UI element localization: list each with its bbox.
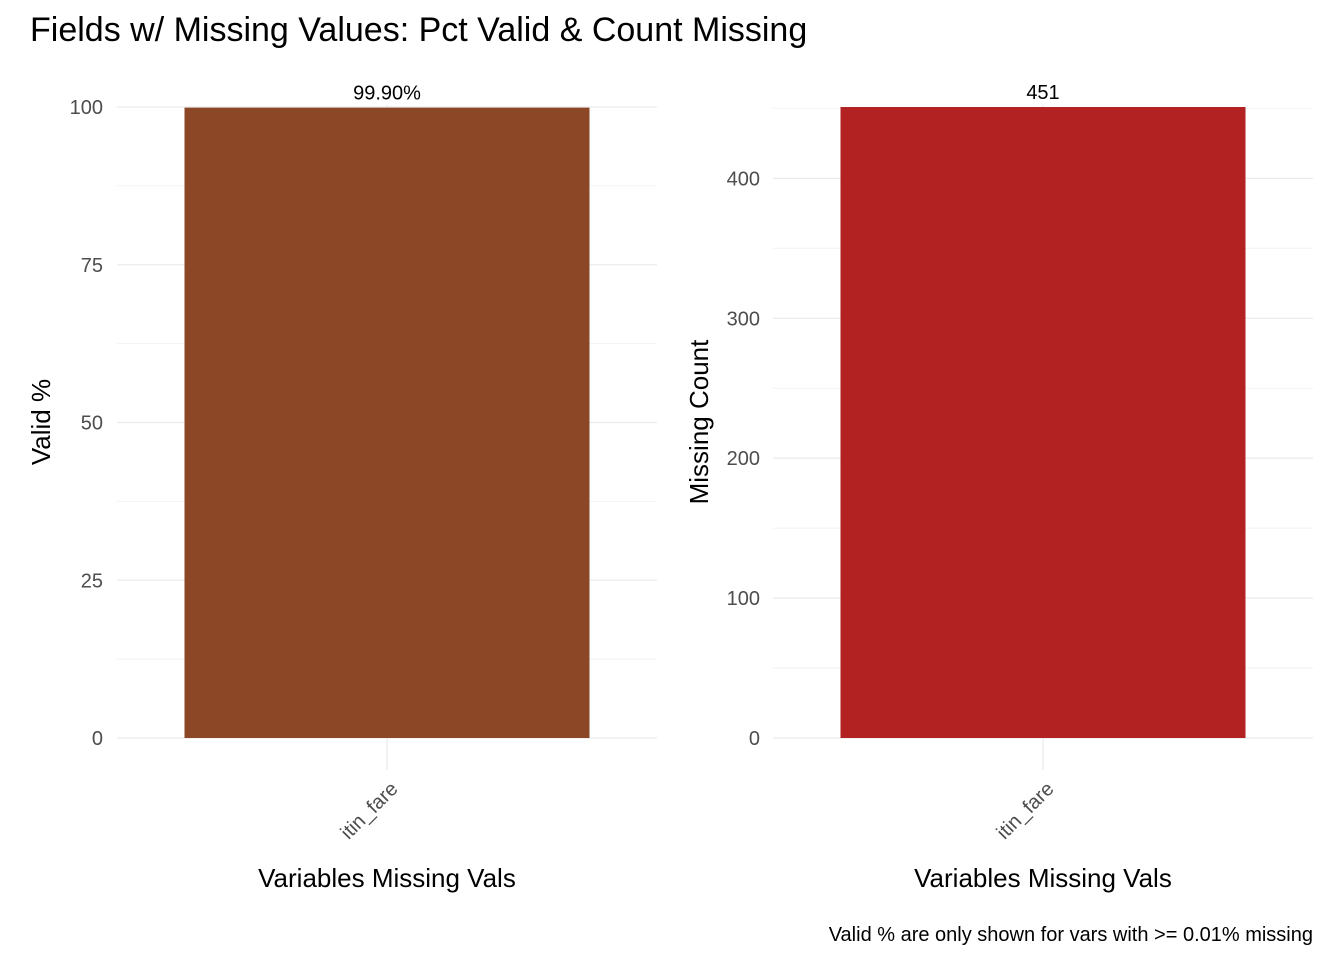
y-axis-title: Missing Count: [684, 339, 714, 505]
bar-data-label: 451: [1026, 82, 1059, 104]
y-tick-label: 200: [727, 448, 760, 470]
x-tick-label: itin_fare: [993, 778, 1059, 844]
bar-data-label: 99.90%: [353, 83, 421, 105]
y-axis-title: Valid %: [26, 379, 56, 465]
y-tick-label: 75: [81, 255, 103, 277]
y-tick-label: 50: [81, 413, 103, 435]
y-tick-label: 25: [81, 570, 103, 592]
y-tick-label: 100: [727, 588, 760, 610]
bar: [184, 107, 590, 739]
bar: [840, 107, 1246, 738]
y-tick-label: 0: [92, 728, 103, 750]
y-tick-label: 400: [727, 168, 760, 190]
missing-count-panel: 0 100 200 300 400 451 itin_fare Variables Missi…: [684, 82, 1313, 893]
y-tick-label: 0: [749, 728, 760, 750]
y-tick-label: 300: [727, 308, 760, 330]
x-axis-title: Variables Missing Vals: [258, 863, 516, 893]
x-tick-label: itin_fare: [337, 778, 403, 844]
chart-title: Fields w/ Missing Values: Pct Valid & Co…: [30, 11, 807, 49]
y-tick-label: 100: [70, 97, 103, 119]
valid-pct-panel: 0 25 50 75 100 99.90% itin_fare Variables Missi…: [26, 83, 657, 893]
chart-caption: Valid % are only shown for vars with >= …: [829, 924, 1313, 946]
x-axis-title: Variables Missing Vals: [914, 863, 1172, 893]
